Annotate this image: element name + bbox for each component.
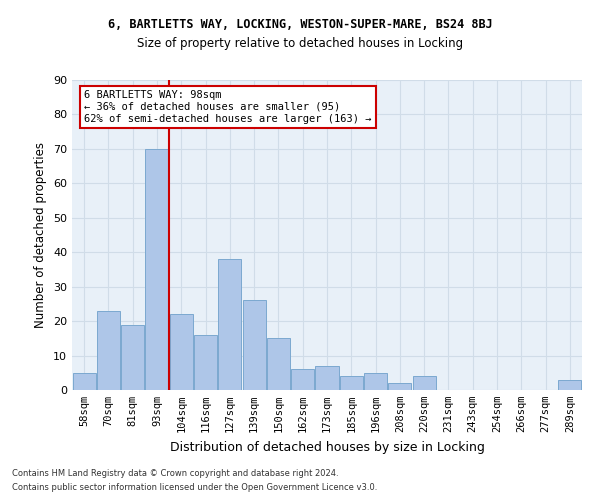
Bar: [388, 383, 412, 390]
Text: Contains HM Land Registry data © Crown copyright and database right 2024.: Contains HM Land Registry data © Crown c…: [12, 468, 338, 477]
Bar: [97, 311, 120, 390]
Text: 6, BARTLETTS WAY, LOCKING, WESTON-SUPER-MARE, BS24 8BJ: 6, BARTLETTS WAY, LOCKING, WESTON-SUPER-…: [107, 18, 493, 30]
Bar: [73, 373, 95, 390]
Bar: [145, 149, 169, 390]
Bar: [291, 370, 314, 390]
Bar: [194, 335, 217, 390]
Bar: [242, 300, 266, 390]
Y-axis label: Number of detached properties: Number of detached properties: [34, 142, 47, 328]
Bar: [364, 373, 387, 390]
Bar: [121, 324, 144, 390]
Bar: [218, 259, 241, 390]
Text: 6 BARTLETTS WAY: 98sqm
← 36% of detached houses are smaller (95)
62% of semi-det: 6 BARTLETTS WAY: 98sqm ← 36% of detached…: [84, 90, 371, 124]
Text: Size of property relative to detached houses in Locking: Size of property relative to detached ho…: [137, 38, 463, 51]
Bar: [170, 314, 193, 390]
Bar: [340, 376, 363, 390]
Text: Contains public sector information licensed under the Open Government Licence v3: Contains public sector information licen…: [12, 484, 377, 492]
Bar: [559, 380, 581, 390]
Bar: [267, 338, 290, 390]
Bar: [413, 376, 436, 390]
Bar: [316, 366, 338, 390]
X-axis label: Distribution of detached houses by size in Locking: Distribution of detached houses by size …: [170, 440, 484, 454]
